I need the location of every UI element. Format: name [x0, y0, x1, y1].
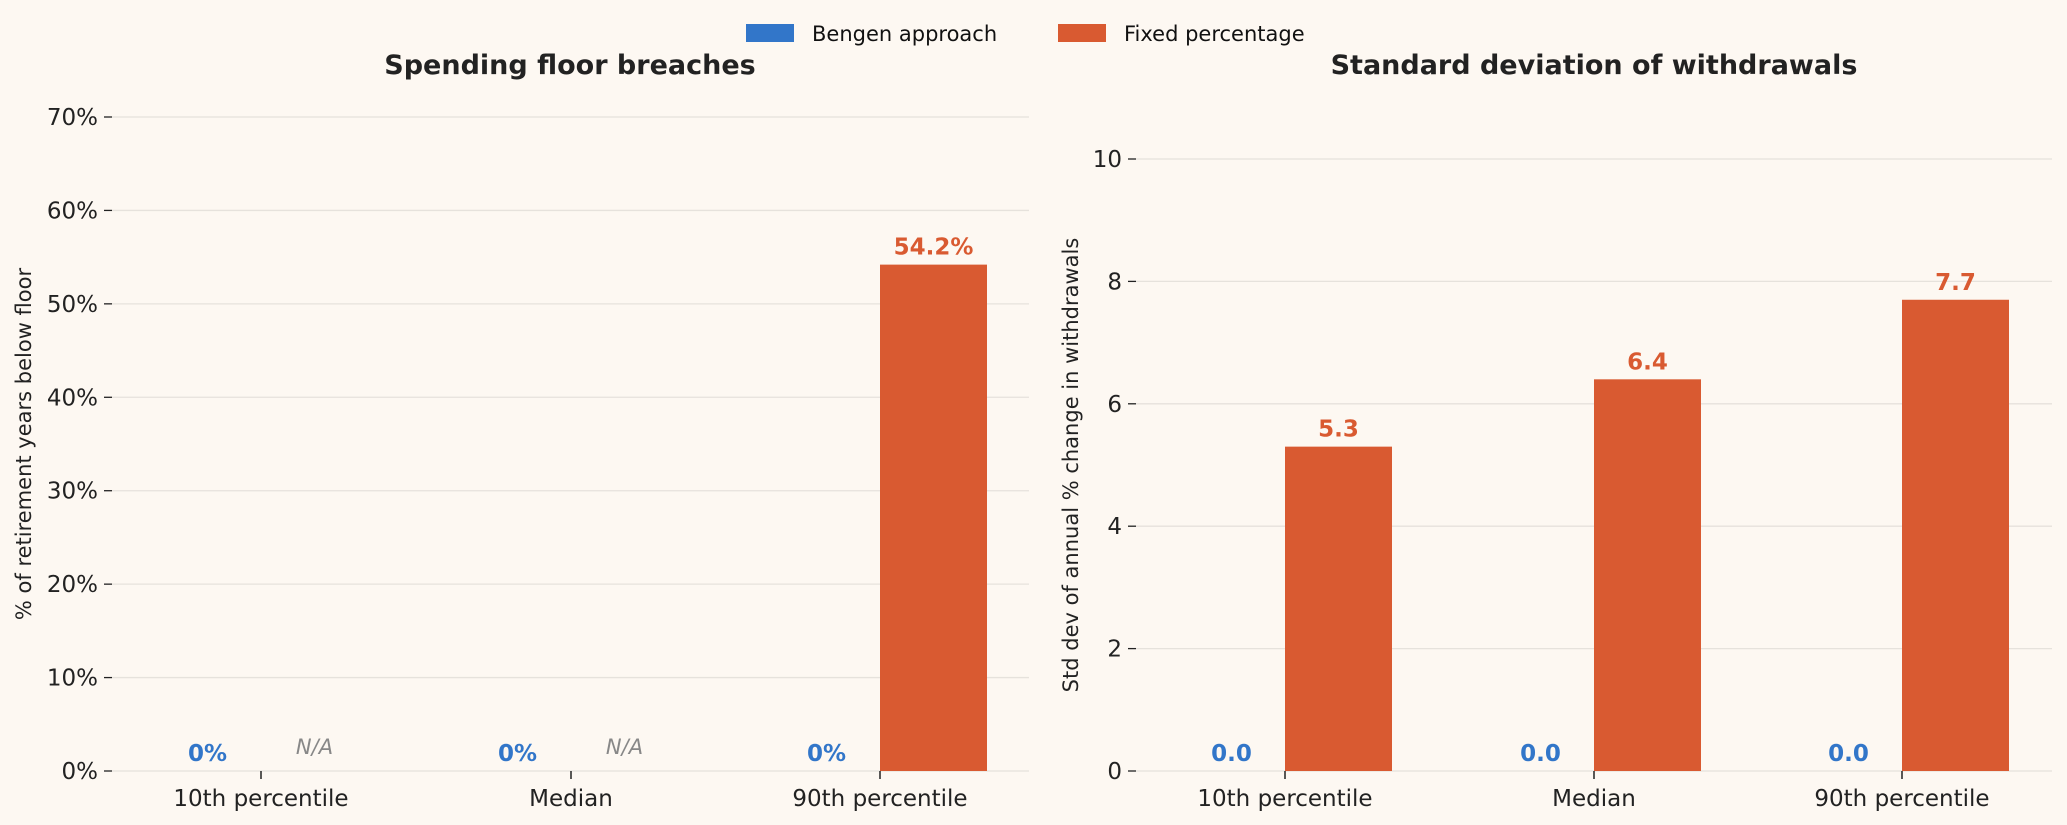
y-tick-label: 4	[1107, 514, 1122, 540]
bar-value-label: 7.7	[1935, 270, 1976, 296]
bar-fixed	[1285, 446, 1392, 771]
x-tick-label: 10th percentile	[1197, 786, 1372, 812]
y-axis-label: % of retirement years below floor	[12, 268, 36, 621]
y-tick-label: 30%	[47, 479, 98, 505]
y-tick-label: 6	[1107, 392, 1122, 418]
bar-na-label: N/A	[606, 735, 643, 759]
legend-label-bengen: Bengen approach	[812, 22, 997, 46]
y-axis-label: Std dev of annual % change in withdrawal…	[1059, 238, 1083, 693]
chart-spending-floor-breaches: Spending floor breaches % of retirement …	[12, 50, 1029, 812]
y-tick-label: 40%	[47, 385, 98, 411]
y-tick-label: 70%	[47, 105, 98, 131]
bar-value-label: 0%	[498, 741, 537, 767]
bar-value-label: 0.0	[1828, 741, 1869, 767]
bar-value-label: 6.4	[1627, 349, 1668, 375]
bar-fixed	[880, 264, 987, 771]
y-tick-label: 60%	[47, 198, 98, 224]
legend-label-fixed: Fixed percentage	[1124, 22, 1305, 46]
y-tick-label: 50%	[47, 292, 98, 318]
x-tick-label: 90th percentile	[1814, 786, 1989, 812]
bar-value-label: 0%	[807, 741, 846, 767]
y-tick-label: 10%	[47, 666, 98, 692]
legend-swatch-bengen	[746, 24, 794, 42]
y-tick-label: 0%	[62, 759, 99, 785]
y-tick-label: 0	[1107, 759, 1122, 785]
bar-fixed	[1594, 379, 1701, 771]
x-tick-label: 10th percentile	[173, 786, 348, 812]
bar-fixed	[1902, 299, 2009, 771]
y-tick-label: 2	[1107, 637, 1122, 663]
y-tick-label: 20%	[47, 572, 98, 598]
bar-na-label: N/A	[296, 735, 333, 759]
legend-swatch-fixed	[1058, 24, 1106, 42]
bar-value-label: 0%	[188, 741, 227, 767]
bar-value-label: 0.0	[1211, 741, 1252, 767]
chart-title: Spending floor breaches	[384, 50, 755, 81]
x-tick-label: Median	[529, 786, 613, 812]
y-tick-label: 10	[1093, 147, 1122, 173]
x-tick-label: 90th percentile	[792, 786, 967, 812]
bar-value-label: 0.0	[1520, 741, 1561, 767]
bar-value-label: 54.2%	[894, 235, 974, 261]
y-tick-label: 8	[1107, 269, 1122, 295]
x-tick-label: Median	[1552, 786, 1636, 812]
chart-title: Standard deviation of withdrawals	[1331, 50, 1858, 81]
chart-standard-deviation-of-withdrawals: Standard deviation of withdrawals Std de…	[1059, 50, 2052, 812]
bar-value-label: 5.3	[1318, 417, 1359, 443]
legend: Bengen approach Fixed percentage	[746, 22, 1305, 46]
